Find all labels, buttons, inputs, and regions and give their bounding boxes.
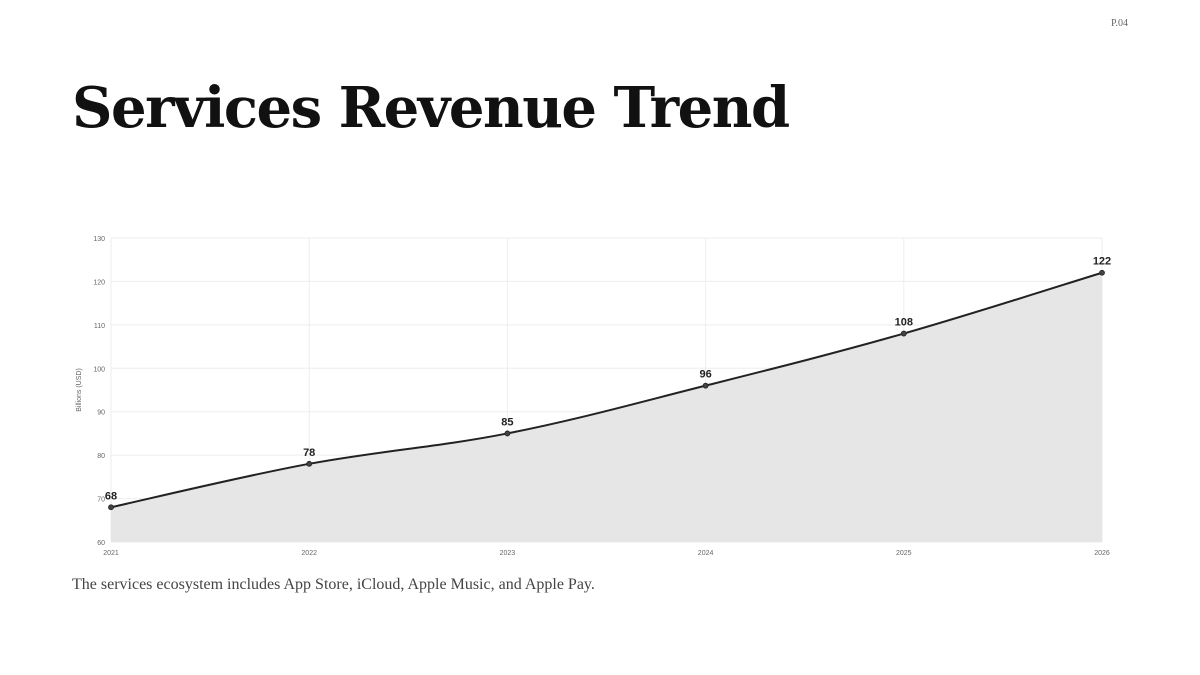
y-tick-label: 100: [93, 366, 105, 373]
data-label: 96: [699, 369, 711, 381]
x-tick-label: 2024: [698, 550, 714, 557]
series-area-fill: [111, 272, 1102, 542]
y-tick-label: 120: [93, 279, 105, 286]
slide-caption: The services ecosystem includes App Stor…: [72, 576, 595, 593]
slide-title: Services Revenue Trend: [72, 75, 790, 141]
x-tick-label: 2026: [1094, 550, 1110, 557]
data-point: [1099, 269, 1105, 276]
y-tick-label: 90: [97, 410, 105, 417]
chart-container: 60 70 80 90 100 110 120 130 2021 2022 2023 2024 2025…: [72, 228, 1128, 568]
y-tick-label: 70: [97, 497, 105, 504]
y-tick-label: 60: [97, 540, 105, 547]
y-tick-label: 80: [97, 453, 105, 460]
data-label: 85: [501, 416, 513, 428]
y-tick-label: 110: [94, 323, 105, 330]
data-label: 78: [303, 447, 315, 459]
page-number: P.04: [1111, 18, 1128, 29]
data-point: [306, 460, 313, 467]
x-tick-label: 2022: [301, 550, 317, 557]
x-tick-label: 2025: [896, 550, 912, 557]
x-tick-label: 2023: [500, 550, 516, 557]
data-label: 108: [895, 317, 913, 329]
data-point: [504, 430, 511, 437]
y-axis-title: Billions (USD): [76, 368, 83, 412]
y-tick-label: 130: [93, 236, 105, 243]
data-point: [108, 504, 114, 511]
data-label: 68: [105, 490, 117, 502]
data-label: 122: [1093, 256, 1111, 268]
data-point: [702, 382, 709, 389]
series-line: [110, 271, 1103, 509]
x-tick-label: 2021: [103, 550, 119, 557]
data-point: [900, 330, 907, 337]
services-revenue-chart: 60 70 80 90 100 110 120 130 2021 2022 2023 2024 2025…: [76, 236, 1111, 557]
